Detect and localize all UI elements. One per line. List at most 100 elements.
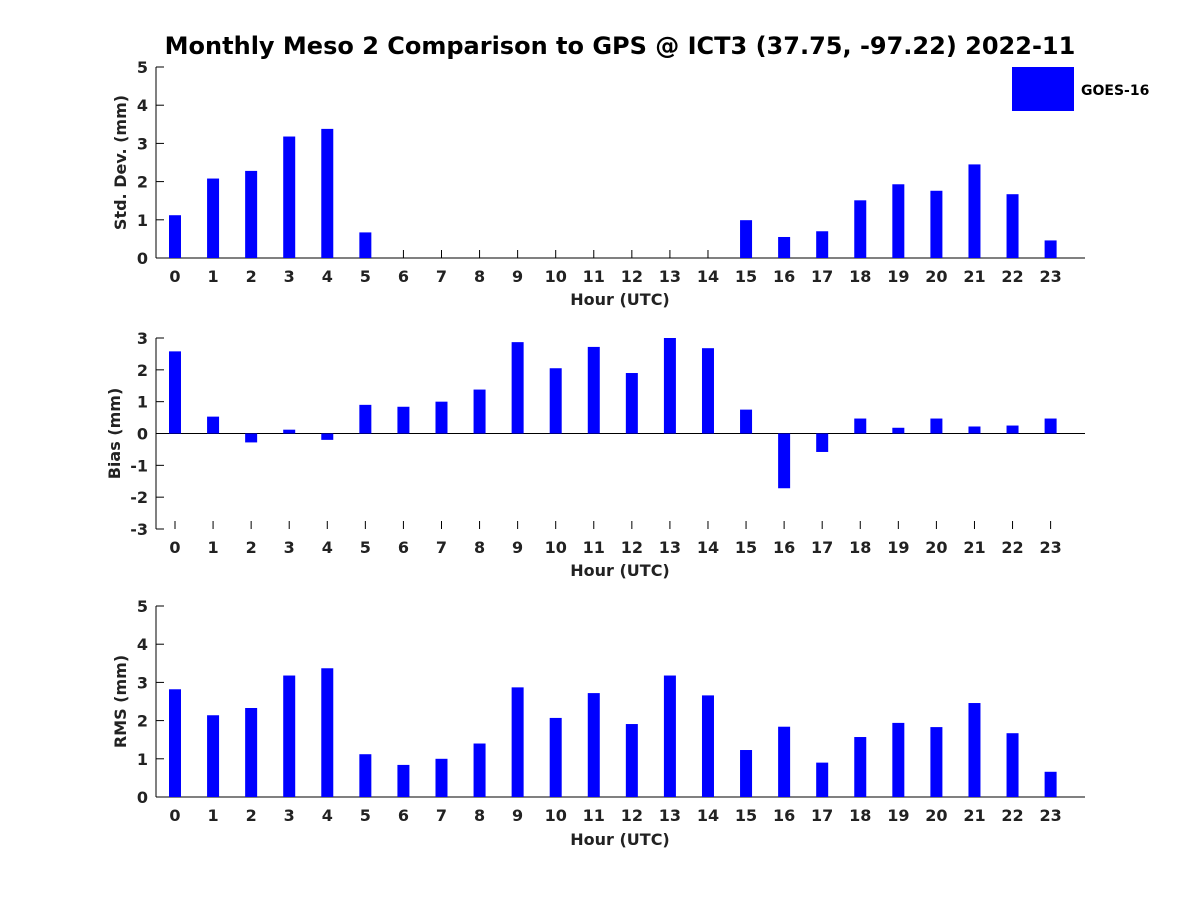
x-tick-label: 0: [169, 267, 180, 286]
x-tick-label: 1: [207, 538, 218, 557]
bar-hour-15: [740, 220, 753, 258]
legend: GOES-16: [1012, 67, 1149, 111]
x-tick-label: 10: [545, 806, 567, 825]
bar-hour-18: [854, 737, 867, 797]
x-tick-label: 12: [621, 267, 643, 286]
bar-hour-8: [473, 389, 486, 434]
x-tick-label: 21: [963, 806, 985, 825]
bar-hour-7: [435, 401, 448, 434]
x-tick-label: 11: [583, 806, 605, 825]
x-tick-label: 3: [284, 267, 295, 286]
x-tick-label: 3: [284, 806, 295, 825]
x-tick-label: 11: [583, 538, 605, 557]
x-tick-label: 22: [1001, 267, 1023, 286]
x-tick-label: 9: [512, 538, 523, 557]
bar-hour-22: [1006, 733, 1019, 797]
bar-hour-19: [892, 427, 905, 434]
bar-hour-2: [245, 707, 258, 797]
bar-hour-23: [1044, 240, 1057, 258]
y-tick-label: 5: [137, 58, 148, 77]
bar-hour-18: [854, 418, 867, 434]
x-tick-label: 22: [1001, 806, 1023, 825]
y-tick-label: 3: [137, 673, 148, 692]
bar-hour-10: [549, 368, 562, 434]
y-tick-label: 4: [137, 96, 148, 115]
x-tick-label: 6: [398, 806, 409, 825]
bar-hour-16: [778, 236, 791, 258]
bar-hour-4: [321, 668, 334, 797]
bar-hour-23: [1044, 771, 1057, 797]
bar-hour-1: [207, 178, 220, 258]
x-tick-label: 17: [811, 267, 833, 286]
x-tick-label: 3: [284, 538, 295, 557]
bar-hour-7: [435, 758, 448, 797]
bar-hour-19: [892, 722, 905, 797]
x-tick-label: 1: [207, 806, 218, 825]
x-tick-label: 21: [963, 267, 985, 286]
bar-hour-20: [930, 418, 943, 434]
x-tick-label: 13: [659, 538, 681, 557]
x-tick-label: 10: [545, 538, 567, 557]
x-tick-label: 14: [697, 538, 719, 557]
bar-hour-21: [968, 703, 981, 797]
y-tick-label: 3: [137, 134, 148, 153]
x-tick-label: 17: [811, 538, 833, 557]
bar-hour-11: [587, 346, 600, 434]
bar-hour-9: [511, 687, 524, 797]
y-tick-label: -2: [130, 488, 148, 507]
bar-hour-10: [549, 717, 562, 797]
y-tick-label: 4: [137, 635, 148, 654]
bar-hour-9: [511, 342, 524, 434]
x-tick-label: 23: [1039, 806, 1061, 825]
x-tick-label: 1: [207, 267, 218, 286]
x-tick-label: 6: [398, 267, 409, 286]
bar-hour-3: [283, 429, 296, 434]
bar-hour-12: [625, 373, 638, 434]
bar-hour-20: [930, 727, 943, 797]
y-tick-label: 0: [137, 425, 148, 444]
x-tick-label: 8: [474, 806, 485, 825]
y-tick-label: 2: [137, 361, 148, 380]
bar-hour-1: [207, 715, 220, 797]
x-tick-label: 4: [322, 267, 333, 286]
x-tick-label: 0: [169, 806, 180, 825]
x-tick-label: 11: [583, 267, 605, 286]
bar-hour-21: [968, 164, 981, 258]
bar-hour-5: [359, 404, 372, 434]
x-tick-label: 5: [360, 267, 371, 286]
x-axis-label: Hour (UTC): [570, 830, 670, 849]
bar-hour-2: [245, 170, 258, 258]
y-axis-label: Std. Dev. (mm): [111, 95, 130, 230]
y-tick-label: 1: [137, 211, 148, 230]
x-tick-label: 14: [697, 267, 719, 286]
x-tick-label: 16: [773, 267, 795, 286]
y-tick-label: 2: [137, 173, 148, 192]
bar-hour-14: [701, 695, 714, 797]
x-tick-label: 16: [773, 806, 795, 825]
x-tick-label: 13: [659, 267, 681, 286]
x-tick-label: 15: [735, 806, 757, 825]
bar-hour-13: [663, 675, 676, 797]
x-tick-label: 9: [512, 267, 523, 286]
x-tick-label: 4: [322, 806, 333, 825]
x-tick-label: 18: [849, 806, 871, 825]
bar-hour-0: [169, 215, 181, 258]
x-tick-label: 4: [322, 538, 333, 557]
bar-hour-12: [625, 724, 638, 797]
x-tick-label: 12: [621, 538, 643, 557]
bar-hour-6: [397, 406, 410, 434]
x-tick-label: 16: [773, 538, 795, 557]
bar-hour-13: [663, 338, 676, 434]
x-tick-label: 10: [545, 267, 567, 286]
bar-hour-3: [283, 675, 296, 797]
bar-hour-23: [1044, 418, 1057, 434]
y-tick-label: 5: [137, 597, 148, 616]
y-tick-label: 1: [137, 750, 148, 769]
x-tick-label: 15: [735, 267, 757, 286]
x-tick-label: 21: [963, 538, 985, 557]
x-tick-label: 2: [246, 538, 257, 557]
x-tick-label: 18: [849, 538, 871, 557]
bar-hour-21: [968, 426, 981, 434]
bar-hour-0: [169, 351, 181, 434]
